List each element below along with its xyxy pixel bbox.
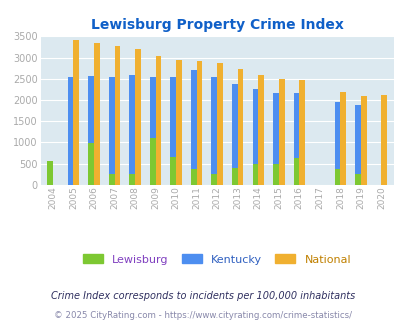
Bar [293, 158, 298, 185]
Bar [334, 169, 339, 185]
Text: Crime Index corresponds to incidents per 100,000 inhabitants: Crime Index corresponds to incidents per… [51, 291, 354, 301]
Bar [114, 47, 120, 185]
Bar [129, 75, 135, 185]
Bar [68, 78, 73, 185]
Bar [360, 96, 366, 185]
Bar [258, 75, 263, 185]
Bar [217, 63, 222, 185]
Bar [339, 92, 345, 185]
Bar [190, 70, 196, 185]
Bar [334, 102, 339, 185]
Bar [129, 174, 135, 185]
Bar [109, 78, 114, 185]
Bar [109, 174, 114, 185]
Bar [252, 89, 258, 185]
Bar [273, 164, 278, 185]
Bar [211, 174, 217, 185]
Legend: Lewisburg, Kentucky, National: Lewisburg, Kentucky, National [79, 250, 354, 269]
Bar [73, 40, 79, 185]
Text: © 2025 CityRating.com - https://www.cityrating.com/crime-statistics/: © 2025 CityRating.com - https://www.city… [54, 312, 351, 320]
Bar [88, 143, 94, 185]
Bar [94, 43, 100, 185]
Bar [88, 76, 94, 185]
Bar [354, 174, 360, 185]
Title: Lewisburg Property Crime Index: Lewisburg Property Crime Index [91, 18, 343, 32]
Bar [149, 138, 155, 185]
Bar [278, 79, 284, 185]
Bar [231, 84, 237, 185]
Bar [170, 77, 176, 185]
Bar [298, 81, 304, 185]
Bar [252, 164, 258, 185]
Bar [381, 95, 386, 185]
Bar [196, 61, 202, 185]
Bar [149, 78, 155, 185]
Bar [47, 161, 53, 185]
Bar [190, 169, 196, 185]
Bar [211, 77, 217, 185]
Bar [135, 49, 141, 185]
Bar [293, 93, 298, 185]
Bar [231, 168, 237, 185]
Bar [273, 93, 278, 185]
Bar [354, 105, 360, 185]
Bar [170, 157, 176, 185]
Bar [237, 69, 243, 185]
Bar [155, 56, 161, 185]
Bar [176, 60, 181, 185]
